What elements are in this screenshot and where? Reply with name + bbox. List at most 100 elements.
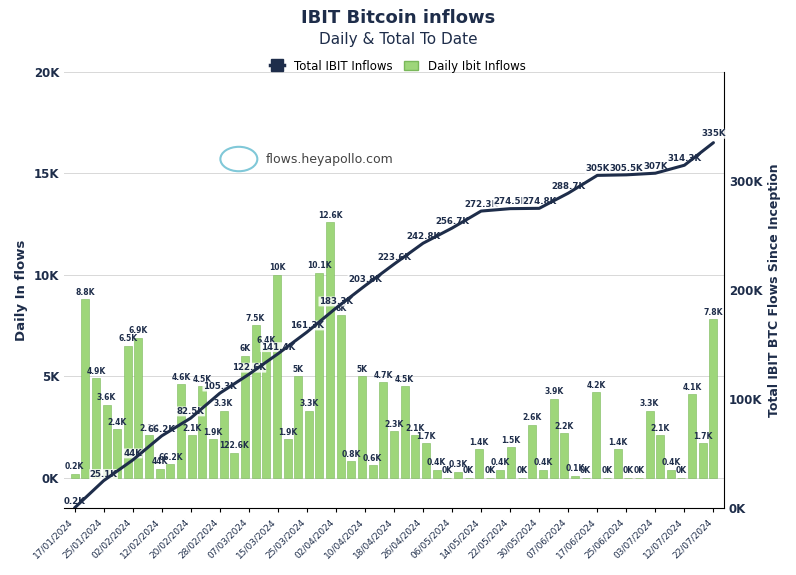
Text: 0K: 0K — [517, 466, 527, 475]
Bar — [315, 273, 323, 478]
Bar — [507, 447, 515, 478]
Y-axis label: Daily In flows: Daily In flows — [15, 239, 28, 340]
Text: 3.3K: 3.3K — [299, 399, 318, 408]
Bar — [358, 376, 366, 478]
Bar — [656, 435, 664, 478]
Text: 274.5K: 274.5K — [493, 197, 527, 206]
Text: 0.6K: 0.6K — [363, 454, 382, 463]
Text: 0K: 0K — [442, 466, 453, 475]
Text: 3.3K: 3.3K — [214, 399, 233, 408]
Text: 6.4K: 6.4K — [256, 336, 276, 346]
Text: 66.2K: 66.2K — [148, 425, 176, 434]
Text: 2.4K: 2.4K — [107, 417, 127, 427]
Text: 256.7K: 256.7K — [435, 217, 469, 226]
Text: 44K: 44K — [123, 449, 142, 458]
Text: 0.4K: 0.4K — [427, 458, 447, 467]
Text: 0K: 0K — [602, 466, 612, 475]
Bar — [667, 470, 675, 478]
Bar — [571, 476, 579, 478]
Bar — [273, 275, 281, 478]
Bar — [592, 392, 600, 478]
Bar — [283, 439, 291, 478]
Text: 2.1K: 2.1K — [139, 424, 158, 432]
Text: IBIT Bitcoin inflows: IBIT Bitcoin inflows — [301, 9, 495, 26]
Text: 307K: 307K — [643, 162, 668, 171]
Bar — [326, 222, 334, 478]
Bar — [241, 356, 249, 478]
Text: 305K: 305K — [585, 164, 610, 173]
Bar — [497, 470, 505, 478]
Bar — [412, 435, 419, 478]
Text: 6.9K: 6.9K — [129, 326, 148, 335]
Text: 10K: 10K — [269, 263, 285, 273]
Text: 12.6K: 12.6K — [318, 210, 342, 220]
Text: 0.2K: 0.2K — [65, 462, 84, 471]
Bar — [156, 469, 164, 478]
Text: 25.1K: 25.1K — [90, 470, 118, 478]
Text: 223.6K: 223.6K — [377, 253, 411, 262]
Text: 66.2K: 66.2K — [158, 453, 182, 462]
Text: 4.1K: 4.1K — [682, 383, 702, 392]
Text: 2.6K: 2.6K — [523, 413, 542, 423]
Bar — [81, 299, 89, 478]
Text: 4.6K: 4.6K — [171, 373, 191, 382]
Text: 10.1K: 10.1K — [307, 261, 332, 270]
Text: 0K: 0K — [463, 466, 474, 475]
Text: 288.7K: 288.7K — [551, 182, 585, 191]
Bar — [230, 453, 238, 478]
Text: 2.1K: 2.1K — [182, 424, 201, 432]
Bar — [709, 319, 717, 478]
Text: 0.4K: 0.4K — [491, 458, 510, 467]
Bar — [295, 376, 302, 478]
Text: 2.1K: 2.1K — [650, 424, 669, 432]
Text: 1.4K: 1.4K — [470, 438, 489, 447]
Bar — [390, 431, 398, 478]
Y-axis label: Total IBIT BTC Flows Since Inception: Total IBIT BTC Flows Since Inception — [768, 163, 781, 417]
Text: 1.7K: 1.7K — [416, 432, 435, 440]
Bar — [380, 382, 388, 478]
Bar — [305, 411, 313, 478]
Text: 6K: 6K — [240, 344, 251, 354]
Bar — [198, 386, 206, 478]
Text: 8K: 8K — [335, 304, 346, 313]
Text: 1.4K: 1.4K — [608, 438, 627, 447]
Bar — [550, 398, 558, 478]
Bar — [262, 348, 270, 478]
Bar — [347, 461, 355, 478]
Bar — [177, 384, 185, 478]
Text: Daily & Total To Date: Daily & Total To Date — [318, 32, 478, 47]
Text: 4.5K: 4.5K — [193, 375, 212, 384]
Bar — [400, 386, 408, 478]
Text: 44K: 44K — [151, 457, 168, 466]
Text: 0.4K: 0.4K — [533, 458, 552, 467]
Text: 3.3K: 3.3K — [640, 399, 659, 408]
Text: 314.3K: 314.3K — [667, 154, 701, 163]
Bar — [113, 429, 121, 478]
Text: 272.3K: 272.3K — [464, 200, 498, 209]
Bar — [432, 470, 440, 478]
Text: 8.8K: 8.8K — [76, 288, 95, 297]
Text: 122.6K: 122.6K — [220, 442, 249, 450]
Bar — [166, 464, 174, 478]
Text: 0K: 0K — [484, 466, 495, 475]
Text: 7.8K: 7.8K — [704, 308, 724, 317]
Text: 0.1K: 0.1K — [565, 464, 584, 473]
Text: 335K: 335K — [701, 129, 726, 139]
Text: 4.7K: 4.7K — [373, 371, 393, 380]
Text: 0.8K: 0.8K — [341, 450, 361, 459]
Bar — [220, 411, 228, 478]
Bar — [529, 425, 537, 478]
Text: 1.7K: 1.7K — [693, 432, 712, 440]
Bar — [252, 325, 259, 478]
Text: 2.2K: 2.2K — [555, 421, 574, 431]
Text: 0K: 0K — [634, 466, 645, 475]
Text: 1.9K: 1.9K — [278, 428, 297, 436]
Bar — [103, 405, 111, 478]
Bar — [646, 411, 654, 478]
Bar — [71, 474, 79, 478]
Text: 0K: 0K — [622, 466, 634, 475]
Text: 82.5K: 82.5K — [177, 407, 205, 416]
Text: 141.4K: 141.4K — [261, 343, 295, 352]
Bar — [369, 466, 377, 478]
Bar — [124, 346, 132, 478]
